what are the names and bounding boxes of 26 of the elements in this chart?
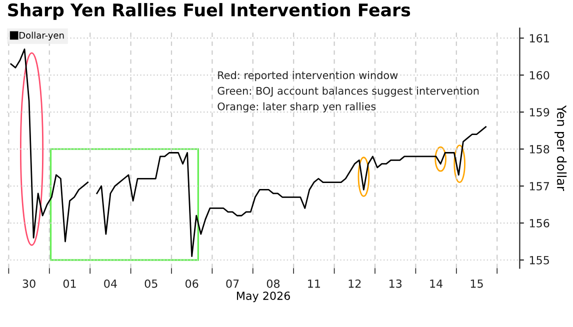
x-axis-title: May 2026	[236, 292, 290, 302]
annotation: Red: reported intervention window	[218, 71, 398, 82]
x-tick-label: 30	[22, 279, 36, 288]
y-tick-label: 159	[530, 108, 550, 116]
x-tick-label: 11	[308, 280, 320, 288]
x-tick-label: 06	[186, 279, 198, 288]
y-axis-title: Yen per dollar	[554, 105, 567, 191]
x-tick-label: 13	[389, 279, 402, 288]
x-tick-label: 01	[63, 279, 76, 288]
x-tick-label: 14	[430, 280, 442, 288]
y-tick-label: 158	[530, 145, 550, 154]
y-tick-label: 157	[530, 182, 549, 190]
x-tick-label: 05	[144, 279, 158, 288]
x-tick-label: 04	[104, 279, 117, 288]
x-tick-label: 08	[266, 279, 280, 288]
x-tick-label: 12	[348, 279, 361, 288]
x-tick-label: 07	[226, 279, 239, 288]
legend-label: Dollar-yen	[20, 32, 64, 40]
y-tick-label: 160	[530, 71, 550, 80]
y-tick-label: 156	[530, 218, 550, 228]
y-tick-label: 155	[530, 256, 549, 264]
y-tick-label: 161	[530, 34, 549, 42]
x-tick-label: 15	[470, 280, 483, 288]
annotation: Orange: later sharp yen rallies	[218, 102, 376, 112]
annotation: Green: BOJ account balances suggest intervention	[218, 86, 479, 97]
chart-title: Sharp Yen Rallies Fuel Intervention Fears	[8, 3, 410, 20]
